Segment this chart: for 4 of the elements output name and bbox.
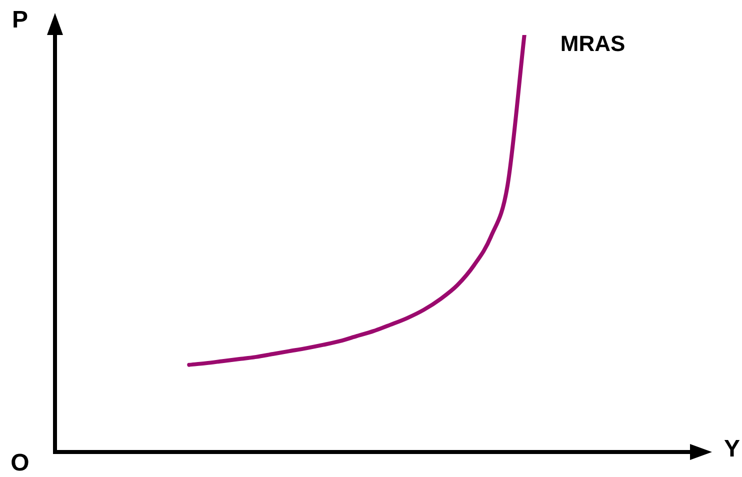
y-axis-title: P bbox=[12, 6, 28, 34]
series-label: MRAS bbox=[560, 31, 626, 56]
text: O bbox=[10, 450, 30, 477]
x-axis-title: Y bbox=[724, 436, 740, 463]
